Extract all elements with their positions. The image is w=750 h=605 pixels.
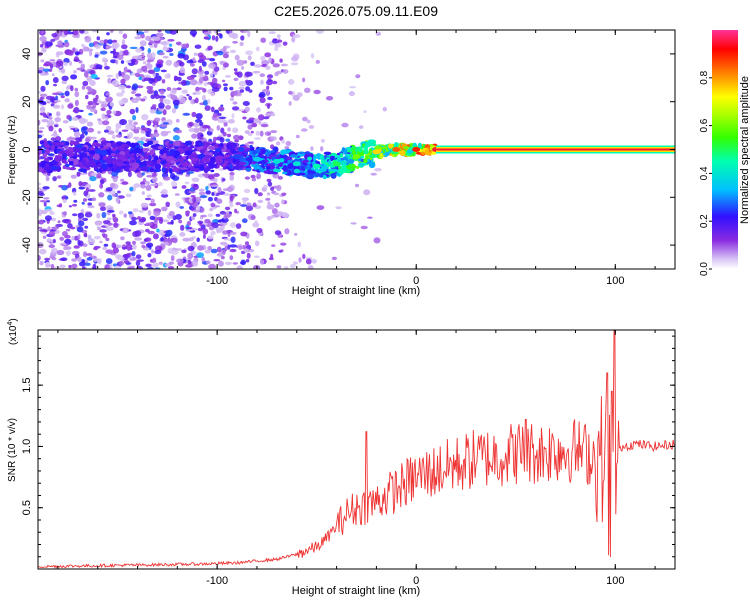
spectral-line-point — [272, 158, 281, 164]
snr-plot-area — [38, 330, 675, 569]
colorbar-tick-label: 0.0 — [699, 262, 710, 276]
snr-y-tick-label: 1.5 — [21, 378, 33, 393]
snr-y-multiplier-exponent: 4 — [7, 322, 14, 326]
snr-x-tick-label: 0 — [413, 575, 419, 587]
colorbar-gradient — [712, 30, 738, 269]
colorbar-label: Normalized spectral amplitude — [739, 76, 750, 224]
spectrogram-y-tick-label: -40 — [21, 237, 33, 253]
snr-frame — [37, 329, 676, 570]
spectral-line-point — [233, 154, 242, 160]
spectrogram-x-tick-label: -100 — [206, 275, 228, 287]
snr-y-multiplier: (x104) — [7, 318, 19, 345]
spectral-line-point — [312, 163, 321, 169]
spectral-line-point — [292, 161, 301, 167]
colorbar: 0.0 0.2 0.4 0.6 0.8 Normalized spectral ampl… — [699, 30, 750, 276]
snr-y-tick-label: 0.5 — [21, 500, 33, 515]
spectral-line-point — [372, 149, 381, 155]
colorbar-tick-label: 0.4 — [699, 166, 710, 180]
spectrogram-x-tick-label: 100 — [606, 275, 624, 287]
snr-x-tick-label: 100 — [606, 575, 624, 587]
spectrogram-panel: -100 0 100 -40 -20 0 20 40 Height of straight l… — [7, 29, 676, 297]
snr-panel: -100 0 100 0.5 1.0 1.5 Height of straight lin… — [7, 318, 676, 597]
spectrogram-y-tick-label: 20 — [21, 96, 33, 108]
spectral-line-band-core — [436, 148, 675, 151]
spectrogram-y-tick-label: 40 — [21, 48, 33, 60]
snr-y-axis-label: SNR (10 * v/v) — [7, 418, 18, 482]
snr-x-tick-label: -100 — [206, 575, 228, 587]
spectrogram-y-axis-label: Frequency (Hz) — [7, 116, 18, 185]
snr-series-line — [38, 330, 675, 569]
figure-title: C2E5.2026.075.09.11.E09 — [274, 3, 438, 19]
spectral-line-point — [412, 147, 421, 152]
spectral-line-point — [392, 147, 401, 152]
spectrogram-y-tick-label: 0 — [21, 146, 33, 152]
spectrogram-x-tick-label: 0 — [413, 275, 419, 287]
snr-y-tick-label: 1.0 — [21, 439, 33, 454]
spectral-line-point — [253, 156, 261, 162]
colorbar-tick-label: 0.8 — [699, 70, 710, 84]
spectrogram-x-axis-label: Height of straight line (km) — [292, 285, 420, 297]
snr-x-axis-label: Height of straight line (km) — [292, 585, 420, 597]
spectral-line-point — [352, 154, 361, 160]
spectral-line-point — [332, 161, 341, 167]
colorbar-tick-label: 0.6 — [699, 118, 710, 132]
colorbar-tick-label: 0.2 — [699, 214, 710, 228]
spectrogram-y-tick-label: -20 — [21, 189, 33, 205]
